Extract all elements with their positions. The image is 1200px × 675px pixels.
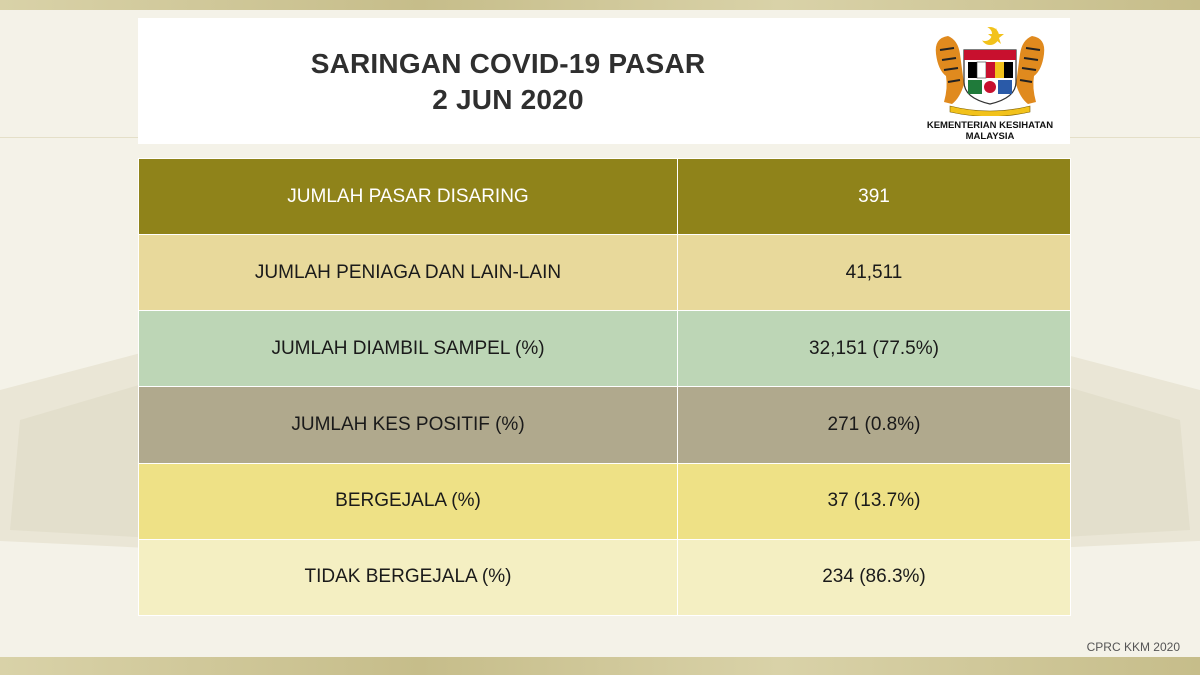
row-value: 391 [677,157,1071,236]
table-row-peniaga: JUMLAH PENIAGA DAN LAIN-LAIN 41,511 [138,234,1071,312]
row-label: JUMLAH PASAR DISARING [138,157,678,236]
row-value: 271 (0.8%) [677,386,1071,464]
row-value: 32,151 (77.5%) [677,310,1071,388]
title-line-2: 2 JUN 2020 [432,84,584,115]
table-row-pasar-disaring: JUMLAH PASAR DISARING 391 [138,157,1071,236]
row-value: 37 (13.7%) [677,462,1071,540]
page-title: SARINGAN COVID-19 PASAR 2 JUN 2020 [138,46,878,118]
malaysia-coat-of-arms-icon [935,27,1045,116]
table-row-tidak-bergejala: TIDAK BERGEJALA (%) 234 (86.3%) [138,538,1071,617]
table-row-kes-positif: JUMLAH KES POSITIF (%) 271 (0.8%) [138,386,1071,464]
screening-table: JUMLAH PASAR DISARING 391 JUMLAH PENIAGA… [138,157,1071,617]
row-label: JUMLAH PENIAGA DAN LAIN-LAIN [138,234,678,312]
ministry-name-line-1: KEMENTERIAN KESIHATAN [926,120,1054,131]
table-row-diambil-sampel: JUMLAH DIAMBIL SAMPEL (%) 32,151 (77.5%) [138,310,1071,388]
row-label: BERGEJALA (%) [138,462,678,540]
bottom-decor-band [0,657,1200,675]
row-value: 234 (86.3%) [677,538,1071,617]
row-label: JUMLAH DIAMBIL SAMPEL (%) [138,310,678,388]
ministry-name: KEMENTERIAN KESIHATAN MALAYSIA [920,120,1060,142]
title-line-1: SARINGAN COVID-19 PASAR [310,48,706,79]
title-panel: SARINGAN COVID-19 PASAR 2 JUN 2020 [138,18,1070,144]
footer-credit: CPRC KKM 2020 [1086,640,1180,654]
row-value: 41,511 [677,234,1071,312]
row-label: JUMLAH KES POSITIF (%) [138,386,678,464]
row-label: TIDAK BERGEJALA (%) [138,538,678,617]
ministry-name-line-2: MALAYSIA [965,131,1015,142]
top-decor-band [0,0,1200,10]
table-row-bergejala: BERGEJALA (%) 37 (13.7%) [138,462,1071,540]
ministry-logo: KEMENTERIAN KESIHATAN MALAYSIA [920,24,1060,142]
